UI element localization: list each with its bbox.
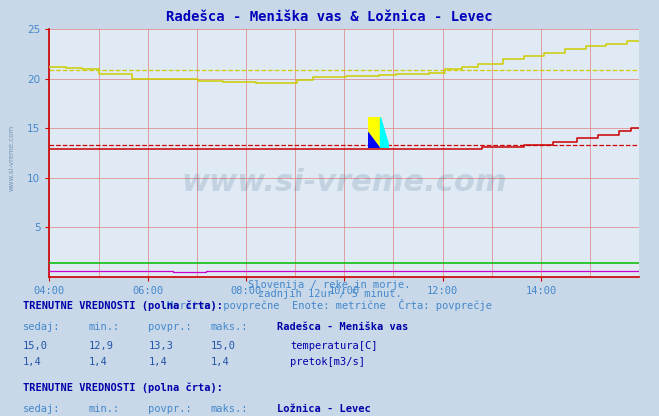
Text: sedaj:: sedaj: — [23, 404, 61, 414]
Text: maks.:: maks.: — [211, 404, 248, 414]
Text: maks.:: maks.: — [211, 322, 248, 332]
Text: 15,0: 15,0 — [23, 341, 48, 351]
Bar — [368, 117, 380, 148]
Text: povpr.:: povpr.: — [148, 404, 192, 414]
Polygon shape — [380, 117, 389, 148]
Text: 13,3: 13,3 — [148, 341, 173, 351]
Text: 1,4: 1,4 — [23, 357, 42, 367]
Polygon shape — [368, 132, 380, 148]
Text: Slovenija / reke in morje.: Slovenija / reke in morje. — [248, 280, 411, 290]
Text: sedaj:: sedaj: — [23, 322, 61, 332]
Text: Ložnica - Levec: Ložnica - Levec — [277, 404, 370, 414]
Text: TRENUTNE VREDNOSTI (polna črta):: TRENUTNE VREDNOSTI (polna črta): — [23, 300, 223, 311]
Text: 12,9: 12,9 — [89, 341, 114, 351]
Text: www.si-vreme.com: www.si-vreme.com — [9, 125, 14, 191]
Text: Radešca - Meniška vas: Radešca - Meniška vas — [277, 322, 408, 332]
Text: zadnjih 12ur / 5 minut.: zadnjih 12ur / 5 minut. — [258, 289, 401, 299]
Text: Meritve: povprečne  Enote: metrične  Črta: povprečje: Meritve: povprečne Enote: metrične Črta:… — [167, 299, 492, 311]
Text: 1,4: 1,4 — [148, 357, 167, 367]
Text: povpr.:: povpr.: — [148, 322, 192, 332]
Text: 1,4: 1,4 — [211, 357, 229, 367]
Text: 15,0: 15,0 — [211, 341, 236, 351]
Text: min.:: min.: — [89, 322, 120, 332]
Text: min.:: min.: — [89, 404, 120, 414]
Text: Radešca - Meniška vas & Ložnica - Levec: Radešca - Meniška vas & Ložnica - Levec — [166, 10, 493, 25]
Text: TRENUTNE VREDNOSTI (polna črta):: TRENUTNE VREDNOSTI (polna črta): — [23, 382, 223, 393]
Text: temperatura[C]: temperatura[C] — [290, 341, 378, 351]
Text: 1,4: 1,4 — [89, 357, 107, 367]
Text: pretok[m3/s]: pretok[m3/s] — [290, 357, 365, 367]
Text: www.si-vreme.com: www.si-vreme.com — [181, 168, 507, 197]
